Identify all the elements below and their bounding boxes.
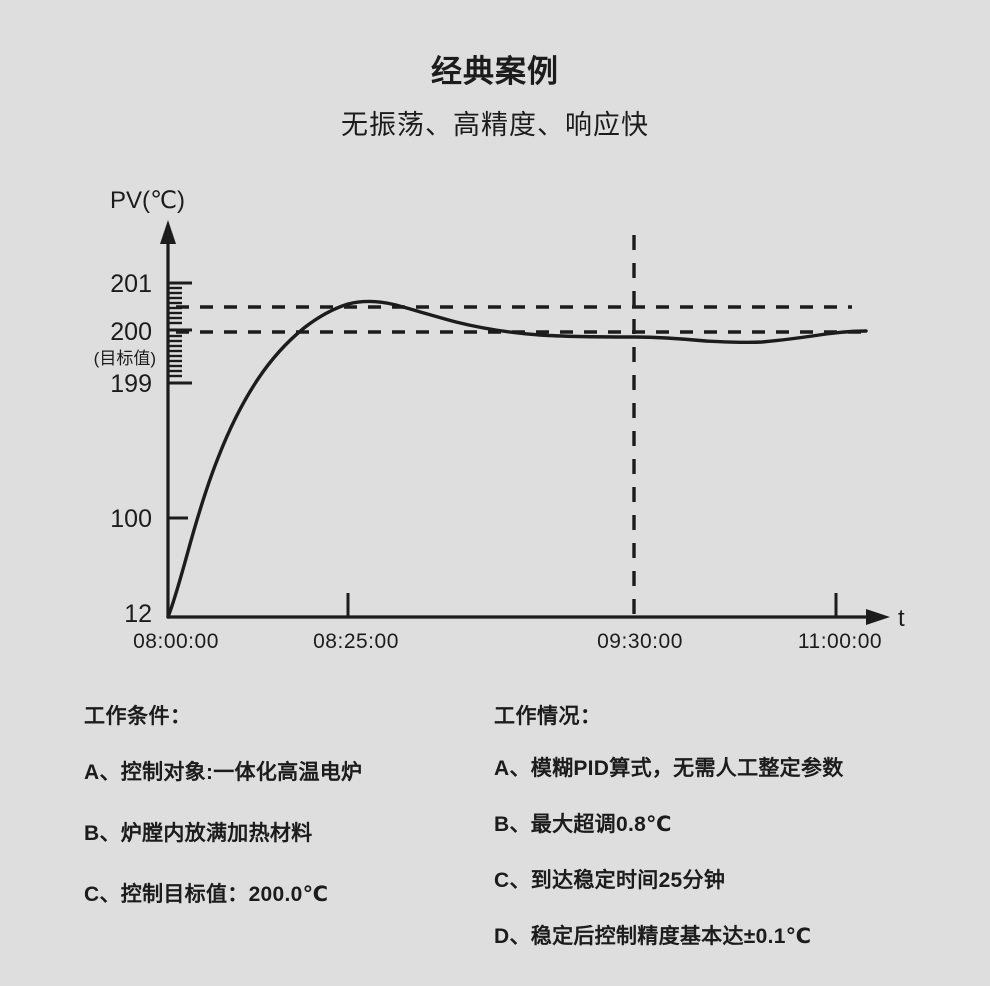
pv-response-chart: PV(℃) t 201 200 [0,170,990,670]
work-conditions-item-c: C、控制目标值：200.0℃ [84,883,329,906]
page-header: 经典案例 无振荡、高精度、响应快 [0,0,990,144]
x-axis-arrow [866,609,890,625]
y-label-12: 12 [124,600,152,628]
work-conditions-item-a: A、控制对象:一体化高温电炉 [84,761,363,784]
page-subtitle: 无振荡、高精度、响应快 [341,110,649,140]
y-label-199: 199 [110,370,152,398]
work-conditions-column: 工作条件： A、控制对象:一体化高温电炉 B、炉膛内放满加热材料 C、控制目标值… [0,700,450,980]
work-results-heading: 工作情况： [494,705,602,728]
pv-curve [166,299,868,619]
y-label-100: 100 [110,505,152,533]
work-results-column: 工作情况： A、模糊PID算式，无需人工整定参数 B、最大超调0.8℃ C、到达… [450,700,990,980]
work-conditions-item-b: B、炉膛内放满加热材料 [84,822,313,845]
y-label-201: 201 [110,270,152,298]
y-axis-arrow [160,220,176,244]
y-label-target-note: (目标值) [94,349,156,368]
page-title: 经典案例 [431,54,559,89]
chart-svg: PV(℃) t 201 200 [94,187,905,653]
work-results-item-a: A、模糊PID算式，无需人工整定参数 [494,757,844,780]
work-results-item-b: B、最大超调0.8℃ [494,813,672,836]
x-label-0825: 08:25:00 [313,630,399,653]
y-label-200: 200 [110,318,152,346]
work-results-item-c: C、到达稳定时间25分钟 [494,869,726,892]
x-label-0800: 08:00:00 [133,630,219,653]
work-results-item-d: D、稳定后控制精度基本达±0.1℃ [494,925,812,948]
y-minor-ticks [168,286,182,378]
work-conditions-heading: 工作条件： [84,705,192,728]
x-label-1100: 11:00:00 [798,630,882,653]
notes-section: 工作条件： A、控制对象:一体化高温电炉 B、炉膛内放满加热材料 C、控制目标值… [0,700,990,980]
x-axis-title: t [898,605,905,632]
x-label-0930: 09:30:00 [597,630,683,653]
y-axis-title: PV(℃) [110,187,185,214]
